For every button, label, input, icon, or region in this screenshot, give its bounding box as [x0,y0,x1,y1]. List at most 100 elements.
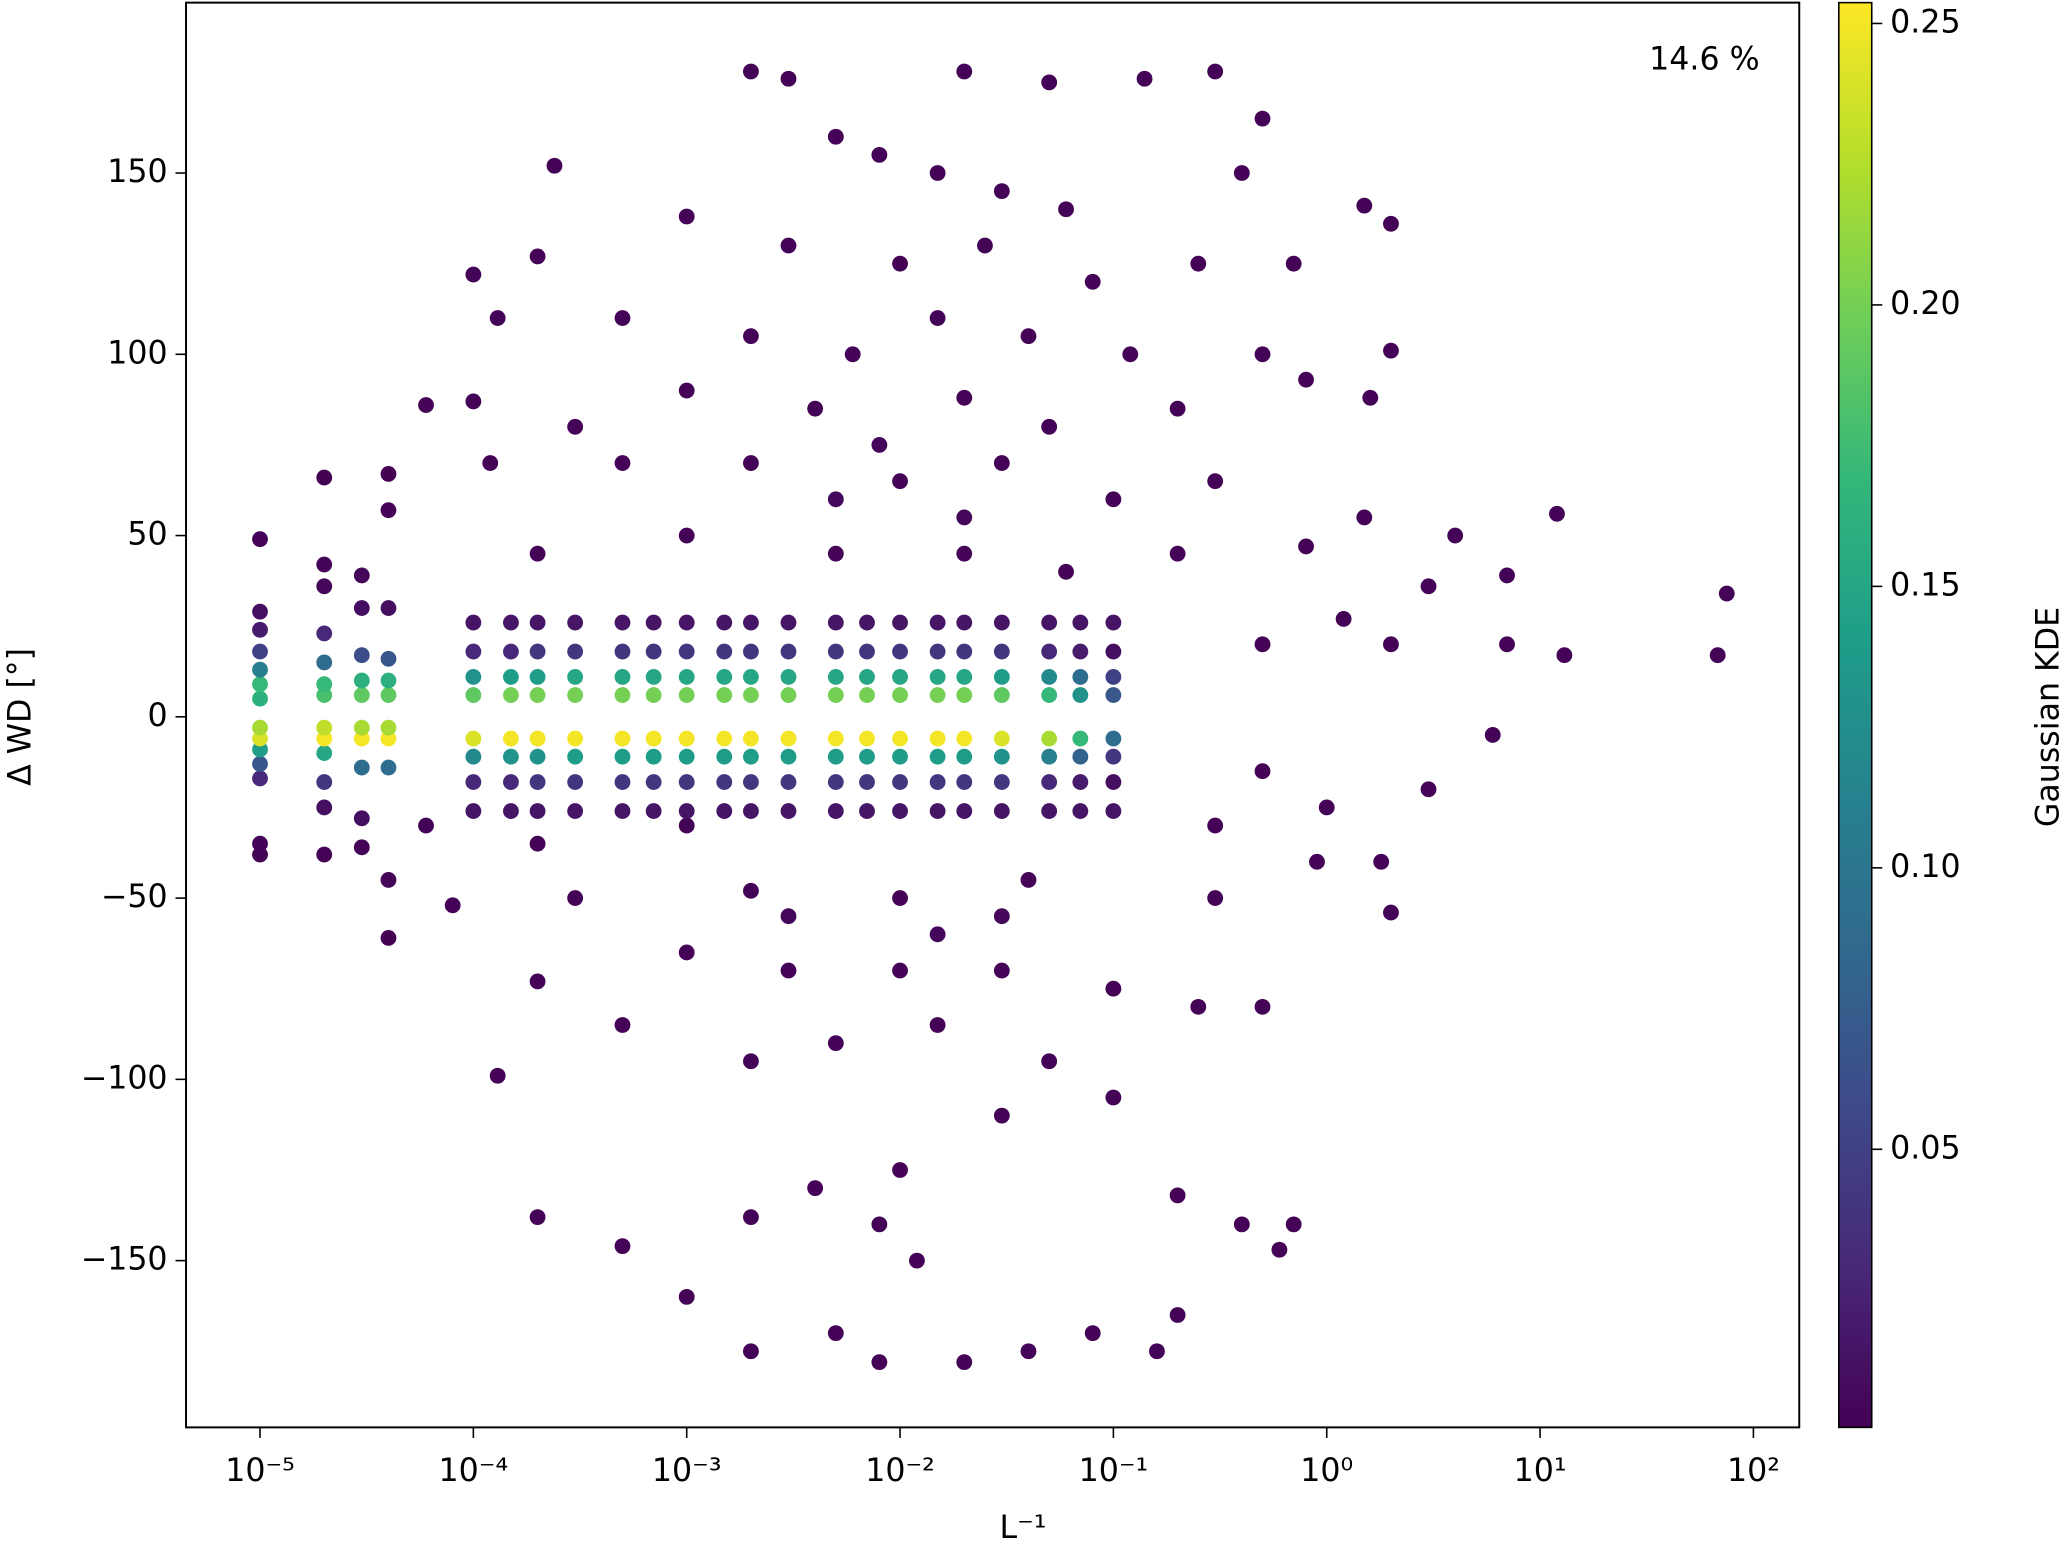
point [871,146,888,163]
point [529,643,546,660]
point [892,748,908,765]
point [316,687,333,703]
point [827,748,844,765]
point [1041,74,1058,91]
point [956,748,973,765]
point [716,748,733,765]
point [1309,853,1325,870]
point [465,614,482,631]
point [1190,998,1207,1015]
point [1169,1307,1186,1323]
point [743,882,759,899]
point [743,1343,759,1360]
point [678,817,695,834]
point [892,614,908,631]
point [993,669,1010,685]
point [892,962,908,979]
point [678,803,695,819]
point [859,669,875,685]
point [1149,1343,1165,1360]
point [993,455,1010,471]
point [1383,636,1399,653]
point [678,748,695,765]
point [929,748,946,765]
point [1105,491,1122,508]
point [465,730,482,747]
point [678,643,695,660]
point [252,756,268,772]
point [929,614,946,631]
point [871,1354,888,1371]
point [252,846,268,863]
point [353,759,370,776]
point [252,531,268,548]
point [827,730,844,747]
point [503,774,519,790]
point [827,669,844,685]
plot-frame [185,1,1801,1429]
point [252,643,268,660]
point [353,567,370,584]
point [645,803,662,819]
point [827,803,844,819]
point [827,545,844,562]
point [743,774,759,790]
point [353,647,370,664]
y-axis-label: Δ WD [°] [2,648,38,786]
point [807,1180,824,1197]
point [614,730,631,747]
point [844,346,861,363]
point [1383,215,1399,232]
point [859,774,875,790]
point [645,730,662,747]
point [1190,255,1207,272]
point [529,774,546,790]
point [1362,389,1379,406]
point [859,730,875,747]
point [1718,585,1735,602]
point [567,669,584,685]
point [780,730,797,747]
point [316,846,333,863]
point [1271,1241,1288,1258]
point [380,719,397,736]
point [1709,647,1726,664]
point [678,614,695,631]
point [1318,799,1335,816]
point [956,730,973,747]
point [993,614,1010,631]
point [1420,578,1437,595]
point [316,469,333,486]
point [1105,669,1122,685]
point [1383,342,1399,359]
point [956,63,973,80]
point [1041,1053,1058,1070]
point [929,669,946,685]
point [743,687,759,703]
point [956,687,973,703]
point [780,908,797,925]
point [1207,890,1224,906]
point [716,687,733,703]
point [1136,70,1153,87]
annotation: 14.6 % [1649,42,1760,78]
point [1285,1216,1302,1233]
point [892,774,908,790]
point [1041,418,1058,435]
point [316,654,333,671]
y-tick-label: 150 [107,154,167,190]
point [503,669,519,685]
point [252,621,268,638]
colorbar-tick-label: 0.20 [1890,286,1960,322]
point [993,1107,1010,1124]
point [503,748,519,765]
point [252,835,268,852]
point [929,165,946,181]
point [993,643,1010,660]
point [827,774,844,790]
point [780,237,797,254]
point [503,614,519,631]
point [929,774,946,790]
point [743,1053,759,1070]
point [1041,669,1058,685]
